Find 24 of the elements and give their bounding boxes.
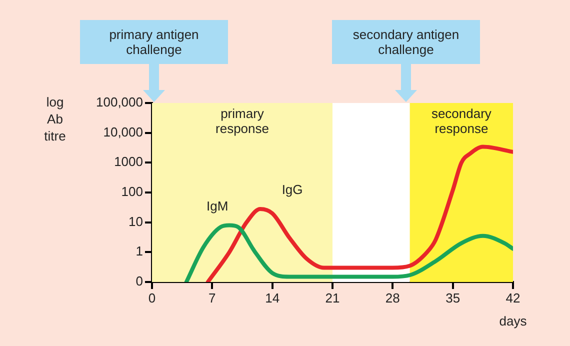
series-label: IgG bbox=[282, 182, 303, 198]
x-tick-label: 7 bbox=[208, 290, 216, 306]
x-tick-label: 35 bbox=[446, 290, 460, 306]
line-series bbox=[184, 223, 513, 282]
band-label: secondary response bbox=[431, 106, 492, 136]
y-tick-label: 1000 bbox=[114, 154, 143, 170]
x-axis-title: days bbox=[499, 314, 528, 329]
x-tick-label: 21 bbox=[325, 290, 340, 306]
y-tick-label: 100,000 bbox=[96, 94, 143, 110]
text: secondary antigen challenge bbox=[352, 27, 460, 57]
y-tick-label: 10 bbox=[128, 214, 143, 229]
x-tick-label: 14 bbox=[265, 290, 280, 306]
y-tick-label: 10,000 bbox=[103, 124, 143, 140]
band-label: primary response bbox=[216, 106, 269, 136]
x-tick-label: 28 bbox=[385, 290, 400, 306]
text: primary antigen challenge bbox=[108, 27, 200, 57]
x-tick-label: 0 bbox=[148, 290, 156, 306]
y-axis-title: log Ab titre bbox=[44, 94, 66, 144]
y-tick-label: 1 bbox=[136, 244, 143, 259]
x-tick-label: 42 bbox=[506, 290, 520, 306]
line-series bbox=[206, 144, 513, 282]
y-tick-label: 100 bbox=[121, 184, 143, 200]
series-label: IgM bbox=[206, 198, 228, 214]
y-tick-label: 0 bbox=[136, 274, 143, 289]
